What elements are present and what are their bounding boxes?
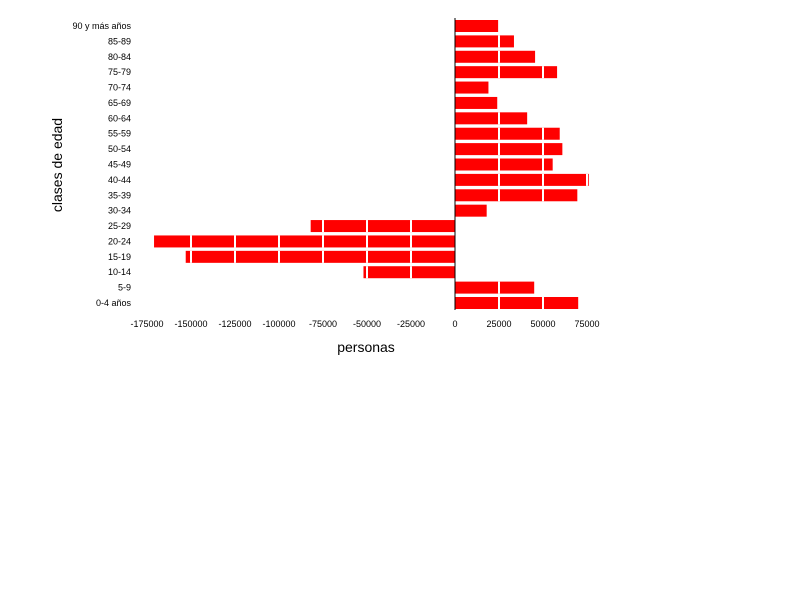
category-label: 60-64 [108,113,131,123]
category-label: 15-19 [108,252,131,262]
bar-12 [455,112,528,125]
category-label: 25-29 [108,221,131,231]
x-tick-label: 50000 [530,319,555,329]
x-axis-title: personas [337,339,395,355]
bar-5 [310,220,455,233]
bar-10 [455,143,563,156]
x-tick-labels-group: -175000 -150000 -125000 -100000 -75000 -50000… [130,319,599,329]
bar-2 [363,266,455,279]
bar-3 [185,250,455,263]
category-label: 30-34 [108,206,131,216]
bar-11 [455,127,560,140]
bar-8 [455,173,589,186]
category-label: 70-74 [108,83,131,93]
category-label: 45-49 [108,160,131,170]
bar-0 [455,297,579,309]
category-labels-group: 0-4 años 5-9 10-14 15-19 20-24 25-29 30-34 35-3… [72,21,131,308]
category-label: 80-84 [108,52,131,62]
bar-4 [154,235,456,248]
category-label: 40-44 [108,175,131,185]
category-label: 75-79 [108,67,131,77]
category-label: 5-9 [118,283,131,293]
y-axis-title: clases de edad [49,118,65,212]
category-label: 35-39 [108,190,131,200]
bar-separators-group [190,35,588,309]
x-tick-label: 0 [452,319,457,329]
x-tick-label: -175000 [130,319,163,329]
category-label: 85-89 [108,36,131,46]
x-tick-label: -50000 [353,319,381,329]
category-label: 90 y más años [72,21,131,31]
bar-18 [455,20,499,32]
bar-16 [455,50,536,63]
bars-group [154,20,589,309]
category-label: 10-14 [108,267,131,277]
x-tick-label: -150000 [174,319,207,329]
x-tick-label: -75000 [309,319,337,329]
category-label: 20-24 [108,236,131,246]
x-tick-label: -125000 [218,319,251,329]
bar-17 [455,35,514,48]
x-tick-label: -25000 [397,319,425,329]
category-label: 50-54 [108,144,131,154]
x-tick-label: 25000 [486,319,511,329]
bar-6 [455,204,487,217]
category-label: 0-4 años [96,298,132,308]
category-label: 55-59 [108,129,131,139]
bar-14 [455,81,489,94]
bar-15 [455,66,558,79]
bar-1 [455,281,535,294]
x-tick-label: -100000 [262,319,295,329]
bar-7 [455,189,578,202]
x-tick-label: 75000 [574,319,599,329]
bar-13 [455,96,498,109]
category-label: 65-69 [108,98,131,108]
bar-9 [455,158,553,171]
